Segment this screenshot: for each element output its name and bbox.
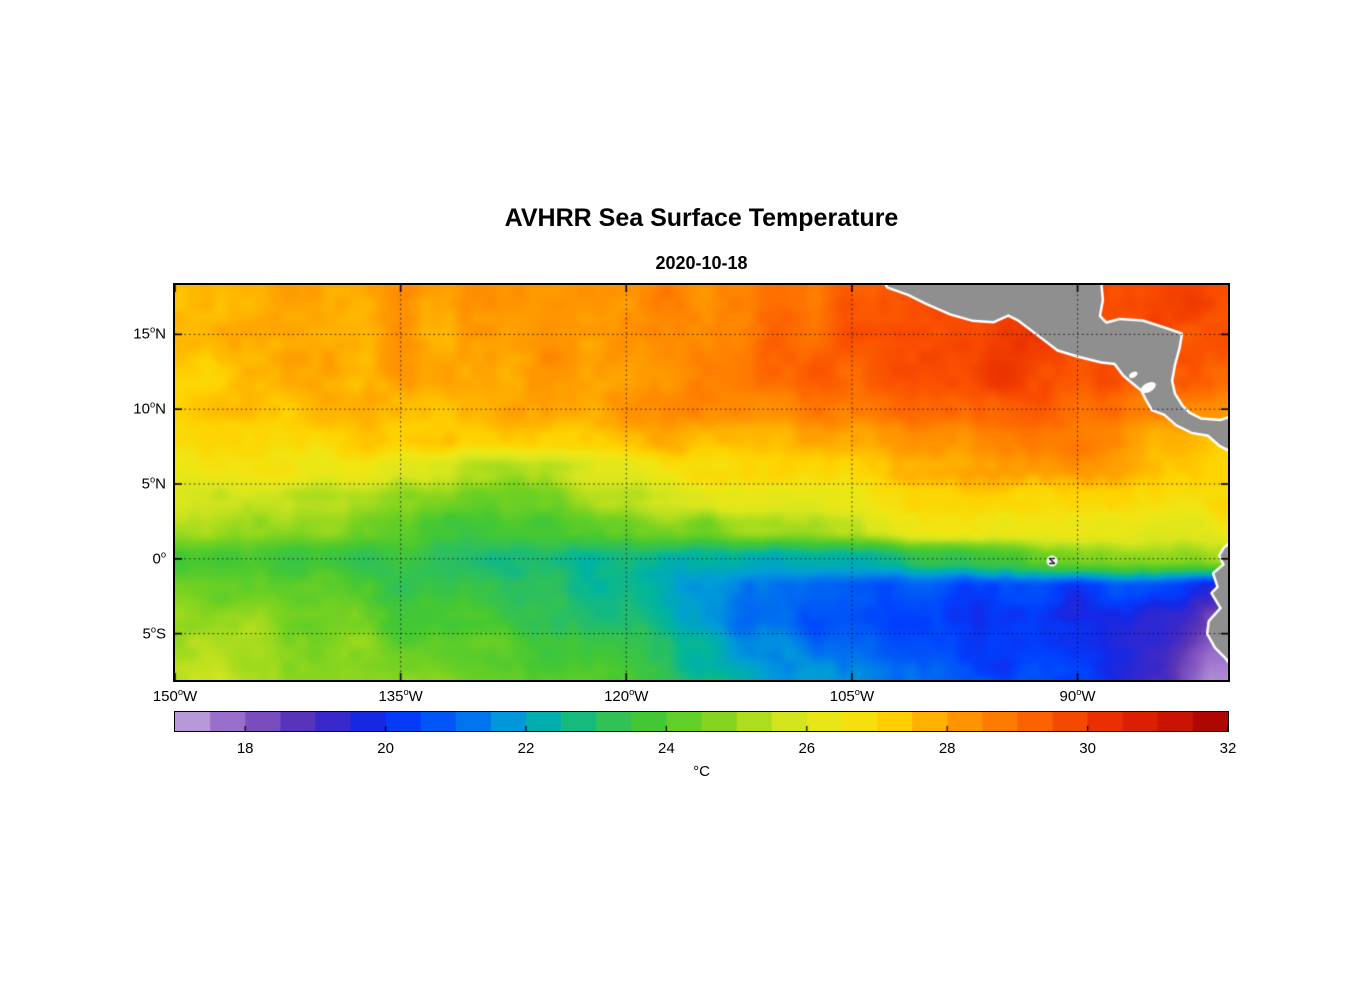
colorbar-tick-label: 32 xyxy=(1219,740,1237,757)
x-tick-label: 120oW xyxy=(604,687,649,705)
colorbar-canvas xyxy=(175,712,1228,731)
colorbar-tick-label: 20 xyxy=(377,740,394,757)
colorbar-tick-label: 22 xyxy=(517,740,535,757)
x-tick-label: 150oW xyxy=(152,687,198,705)
chart-title: AVHRR Sea Surface Temperature xyxy=(504,204,899,232)
colorbar-tick-label: 28 xyxy=(938,740,956,757)
colorbar-frame xyxy=(174,711,1229,732)
map-plot-frame xyxy=(173,283,1230,682)
y-tick-label: 5oS xyxy=(142,624,166,643)
y-tick-label: 5oN xyxy=(141,474,166,493)
y-tick-label: 10oN xyxy=(133,399,166,418)
x-tick-label: 105oW xyxy=(829,687,875,705)
x-tick-label: 90oW xyxy=(1059,687,1096,705)
sst-heatmap-canvas xyxy=(175,285,1228,680)
y-tick-label: 15oN xyxy=(133,324,166,343)
x-tick-label: 135oW xyxy=(378,687,423,705)
colorbar-tick-label: 26 xyxy=(798,740,816,757)
colorbar-unit-label: °C xyxy=(693,763,710,780)
chart-date-subtitle: 2020-10-18 xyxy=(655,253,748,273)
colorbar-tick-label: 30 xyxy=(1079,740,1096,757)
colorbar-tick-label: 24 xyxy=(658,740,675,757)
y-tick-label: 0o xyxy=(152,549,166,568)
colorbar-tick-label: 18 xyxy=(236,740,254,757)
